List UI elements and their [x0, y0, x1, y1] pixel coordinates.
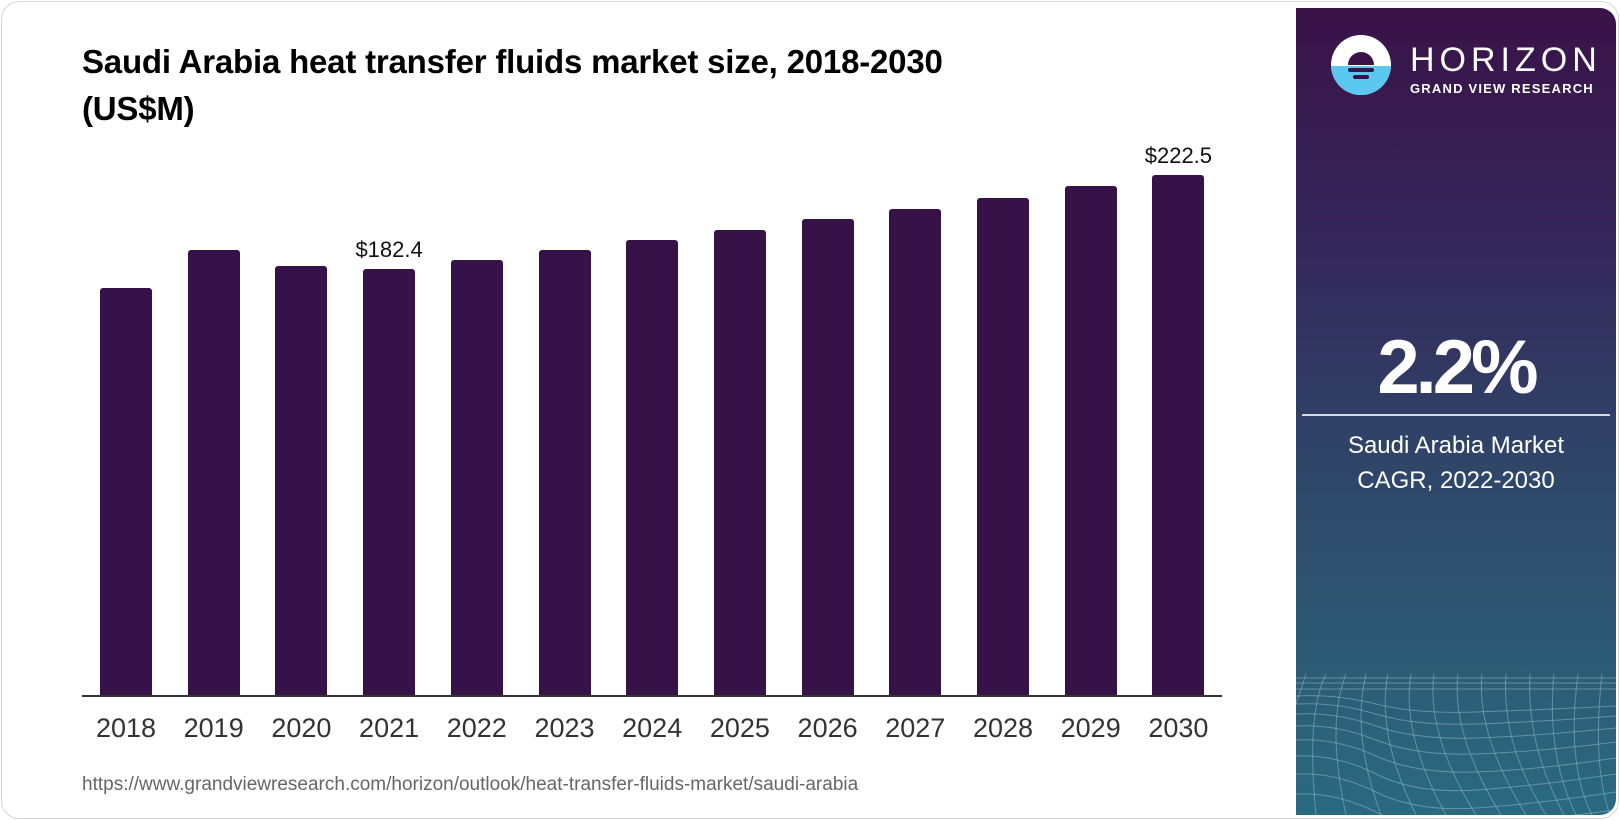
cagr-value: 2.2% [1377, 325, 1538, 410]
brand-subtitle: GRAND VIEW RESEARCH [1410, 81, 1594, 96]
x-axis-label-2019: 2019 [183, 713, 244, 743]
chart-title-line2: (US$M) [82, 90, 195, 127]
bar-2027 [889, 208, 942, 696]
bar-2024 [626, 239, 679, 696]
bar-2018 [100, 287, 152, 696]
source-url[interactable]: https://www.grandviewresearch.com/horizo… [82, 774, 859, 795]
bar-2021 [363, 268, 416, 696]
cagr-description: Saudi Arabia Market CAGR, 2022-2030 [1296, 428, 1616, 498]
x-axis-label-2025: 2025 [709, 713, 770, 743]
x-axis-label-2026: 2026 [797, 713, 858, 743]
bar-2029 [1064, 185, 1117, 696]
chart-title-line1: Saudi Arabia heat transfer fluids market… [82, 43, 943, 80]
x-axis-label-2018: 2018 [95, 713, 157, 743]
x-axis-label-2020: 2020 [271, 713, 332, 743]
bar-2026 [801, 218, 854, 696]
x-axis-label-2024: 2024 [622, 713, 683, 743]
bar-2022 [450, 259, 503, 696]
x-axis-label-2027: 2027 [885, 713, 946, 743]
x-axis-label-2029: 2029 [1060, 713, 1121, 743]
brand-name: HORIZON [1410, 41, 1602, 79]
x-axis-label-2022: 2022 [446, 713, 507, 743]
x-axis-label-2028: 2028 [972, 713, 1034, 743]
bar-2019 [187, 249, 240, 696]
bar-2025 [713, 229, 766, 696]
mesh-wave-decoration-icon [1296, 674, 1616, 815]
bar-value-label-2030: $222.5 [1144, 142, 1213, 168]
cagr-divider [1302, 414, 1610, 416]
x-axis-label-2023: 2023 [534, 713, 595, 743]
cagr-desc-line1: Saudi Arabia Market [1347, 432, 1565, 459]
bar-2023 [538, 249, 591, 696]
horizon-sidebar: HORIZON GRAND VIEW RESEARCH 2.2% Saudi A… [1296, 8, 1616, 815]
bar-2028 [977, 197, 1029, 696]
bar-value-label-2021: $182.4 [355, 236, 423, 262]
cagr-desc-line2: CAGR, 2022-2030 [1357, 467, 1555, 494]
x-axis-label-2030: 2030 [1148, 713, 1209, 743]
bar-2020 [275, 265, 328, 696]
x-axis-label-2021: 2021 [359, 713, 420, 743]
x-axis-line [82, 695, 1222, 697]
horizon-logo-icon [1331, 35, 1391, 95]
bar-2030 [1152, 174, 1205, 696]
chart-title: Saudi Arabia heat transfer fluids market… [82, 38, 1082, 132]
